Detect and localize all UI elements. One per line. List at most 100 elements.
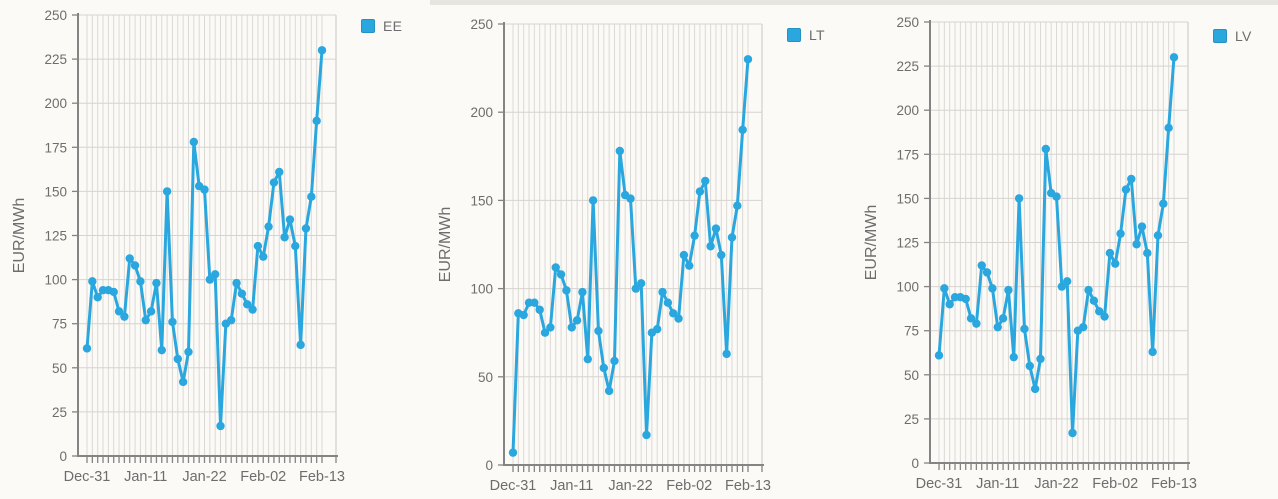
data-point	[141, 315, 150, 325]
data-point	[184, 347, 193, 357]
data-points	[508, 55, 753, 457]
data-point	[1143, 248, 1152, 258]
data-point	[588, 196, 598, 205]
y-tick-label: 175	[896, 147, 919, 162]
vertical-gridlines	[512, 24, 763, 465]
y-tick-labels: 0 25 50 75 100 125 150 175 200 225 250	[44, 8, 67, 464]
data-points	[82, 46, 327, 431]
data-point	[535, 305, 544, 314]
data-point	[1095, 307, 1104, 316]
x-tick-label: Jan-11	[976, 476, 1019, 492]
data-point	[1132, 240, 1141, 249]
x-tick-label: Dec-31	[916, 476, 963, 492]
data-point	[610, 356, 619, 366]
data-point	[540, 328, 550, 337]
legend-lv[interactable]: LV	[1213, 28, 1252, 44]
data-point	[1036, 354, 1045, 364]
data-point	[146, 307, 156, 316]
data-point	[1004, 285, 1013, 295]
y-tick-label: 0	[485, 458, 493, 473]
data-point	[663, 298, 673, 307]
data-point	[508, 448, 518, 457]
data-point	[307, 192, 316, 201]
data-point	[988, 284, 997, 293]
y-tick-label: 250	[896, 15, 919, 30]
chart-panel-ee: 0 25 50 75 100 125 150 175 200 225 250 Dec-31 Jan-11…	[0, 0, 426, 499]
data-point	[631, 284, 641, 293]
data-point	[285, 215, 295, 224]
data-point	[1164, 123, 1173, 133]
data-point	[93, 293, 102, 302]
legend-label-lt: LT	[809, 27, 825, 43]
data-point	[993, 322, 1002, 332]
data-point	[125, 254, 134, 263]
data-point	[162, 187, 172, 196]
y-tick-label: 50	[478, 370, 493, 385]
data-point	[615, 146, 625, 156]
y-tick-label: 25	[52, 405, 67, 420]
data-point	[1020, 324, 1029, 334]
legend-lt[interactable]: LT	[787, 27, 825, 43]
x-tick-label: Feb-02	[240, 469, 286, 485]
tick-marks	[72, 14, 337, 463]
data-point	[1057, 282, 1067, 291]
x-tick-label: Feb-02	[666, 478, 712, 494]
data-point	[253, 241, 263, 251]
y-tick-label: 150	[896, 191, 919, 206]
top-edge-strip	[430, 0, 1278, 5]
data-point	[669, 309, 678, 318]
x-tick-label: Jan-22	[182, 469, 226, 485]
data-point	[1153, 231, 1163, 240]
data-point	[685, 261, 694, 270]
y-tick-label: 200	[896, 103, 919, 118]
legend-label-ee: EE	[383, 18, 403, 34]
data-point	[1009, 352, 1018, 362]
data-point	[291, 241, 300, 251]
y-tick-label: 100	[44, 273, 67, 288]
data-points	[934, 53, 1179, 438]
data-point	[961, 294, 970, 304]
data-point	[1100, 312, 1109, 321]
data-point	[722, 349, 731, 359]
y-tick-label: 50	[52, 361, 67, 376]
data-point	[1025, 361, 1034, 371]
y-tick-label: 150	[44, 184, 67, 199]
data-point	[556, 270, 566, 279]
x-tick-labels: Dec-31 Jan-11 Jan-22 Feb-02 Feb-13	[916, 476, 1197, 492]
data-point	[674, 314, 683, 323]
data-point	[717, 250, 726, 260]
data-point	[599, 363, 608, 373]
data-point	[248, 305, 257, 314]
data-point	[280, 233, 289, 242]
data-point	[275, 167, 284, 177]
data-point	[130, 261, 140, 270]
data-point	[1062, 277, 1072, 286]
y-tick-labels: 0 25 50 75 100 125 150 175 200 225 250	[896, 15, 919, 471]
data-point	[243, 300, 252, 309]
data-point	[982, 268, 992, 277]
data-point	[168, 317, 177, 327]
data-point	[1169, 53, 1179, 62]
y-tick-label: 75	[904, 324, 919, 339]
data-point	[934, 351, 944, 360]
data-point	[658, 287, 667, 297]
data-point	[301, 224, 311, 233]
data-point	[1159, 199, 1168, 208]
y-tick-label: 250	[44, 8, 67, 23]
data-point	[572, 316, 582, 325]
y-axis-title: EUR/MWh	[863, 205, 880, 281]
data-point	[738, 125, 747, 135]
data-point	[706, 242, 715, 251]
data-point	[1084, 285, 1093, 295]
y-tick-label: 200	[44, 96, 67, 111]
data-point	[1127, 174, 1136, 184]
y-tick-label: 175	[44, 140, 67, 155]
data-point	[690, 231, 699, 240]
x-tick-labels: Dec-31 Jan-11 Jan-22 Feb-02 Feb-13	[64, 469, 345, 485]
data-point	[189, 137, 199, 147]
data-point	[173, 354, 182, 364]
data-point	[237, 289, 247, 298]
legend-ee[interactable]: EE	[361, 18, 402, 34]
data-point	[227, 315, 236, 325]
